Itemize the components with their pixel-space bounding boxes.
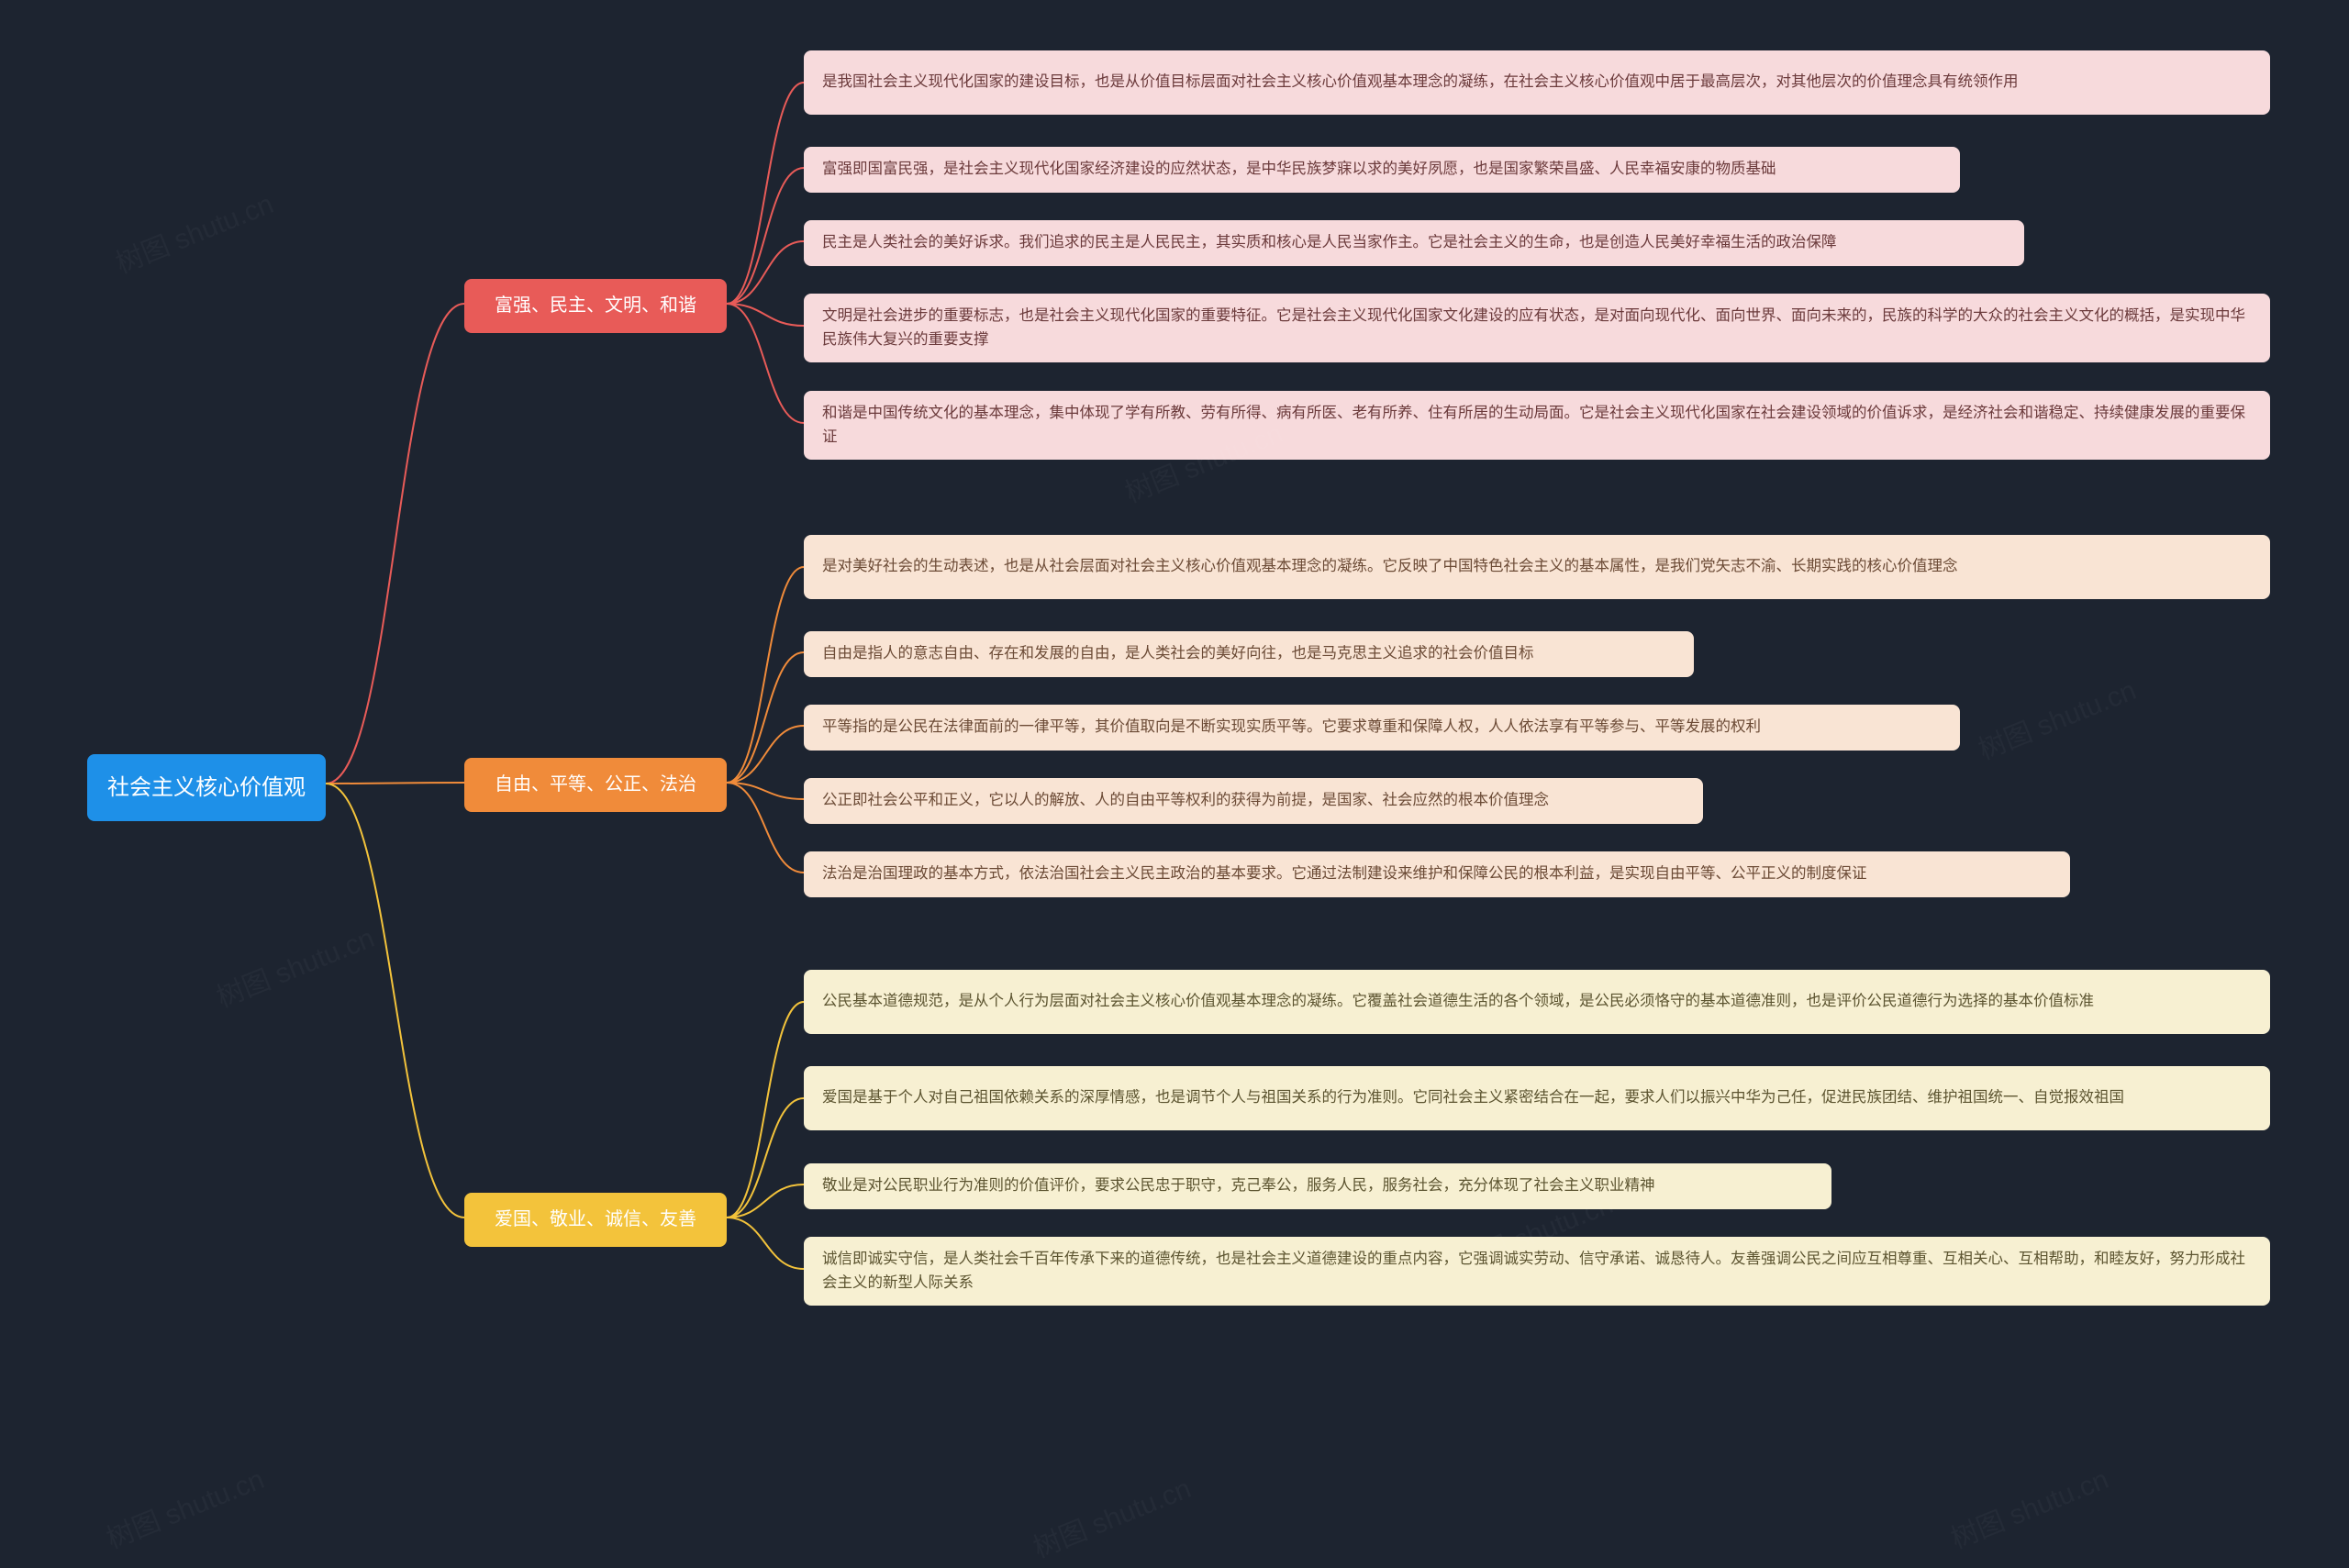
leaf-1-3: 公正即社会公平和正义，它以人的解放、人的自由平等权利的获得为前提，是国家、社会应… bbox=[804, 778, 1703, 824]
leaf-0-2: 民主是人类社会的美好诉求。我们追求的民主是人民民主，其实质和核心是人民当家作主。… bbox=[804, 220, 2024, 266]
leaf-1-1: 自由是指人的意志自由、存在和发展的自由，是人类社会的美好向往，也是马克思主义追求… bbox=[804, 631, 1694, 677]
leaf-1-4: 法治是治国理政的基本方式，依法治国社会主义民主政治的基本要求。它通过法制建设来维… bbox=[804, 851, 2070, 897]
leaf-2-2: 敬业是对公民职业行为准则的价值评价，要求公民忠于职守，克己奉公，服务人民，服务社… bbox=[804, 1163, 1831, 1209]
leaf-0-3: 文明是社会进步的重要标志，也是社会主义现代化国家的重要特征。它是社会主义现代化国… bbox=[804, 294, 2270, 362]
leaf-2-1: 爱国是基于个人对自己祖国依赖关系的深厚情感，也是调节个人与祖国关系的行为准则。它… bbox=[804, 1066, 2270, 1130]
leaf-0-0: 是我国社会主义现代化国家的建设目标，也是从价值目标层面对社会主义核心价值观基本理… bbox=[804, 50, 2270, 115]
leaf-1-2: 平等指的是公民在法律面前的一律平等，其价值取向是不断实现实质平等。它要求尊重和保… bbox=[804, 705, 1960, 751]
leaf-0-1: 富强即国富民强，是社会主义现代化国家经济建设的应然状态，是中华民族梦寐以求的美好… bbox=[804, 147, 1960, 193]
branch-2: 爱国、敬业、诚信、友善 bbox=[464, 1193, 727, 1247]
leaf-2-0: 公民基本道德规范，是从个人行为层面对社会主义核心价值观基本理念的凝练。它覆盖社会… bbox=[804, 970, 2270, 1034]
leaf-0-4: 和谐是中国传统文化的基本理念，集中体现了学有所教、劳有所得、病有所医、老有所养、… bbox=[804, 391, 2270, 460]
leaf-1-0: 是对美好社会的生动表述，也是从社会层面对社会主义核心价值观基本理念的凝练。它反映… bbox=[804, 535, 2270, 599]
root-node: 社会主义核心价值观 bbox=[87, 754, 326, 821]
mindmap-canvas: 社会主义核心价值观 富强、民主、文明、和谐 是我国社会主义现代化国家的建设目标，也是… bbox=[0, 0, 2349, 1568]
leaf-2-3: 诚信即诚实守信，是人类社会千百年传承下来的道德传统，也是社会主义道德建设的重点内… bbox=[804, 1237, 2270, 1306]
branch-1: 自由、平等、公正、法治 bbox=[464, 758, 727, 812]
branch-0: 富强、民主、文明、和谐 bbox=[464, 279, 727, 333]
